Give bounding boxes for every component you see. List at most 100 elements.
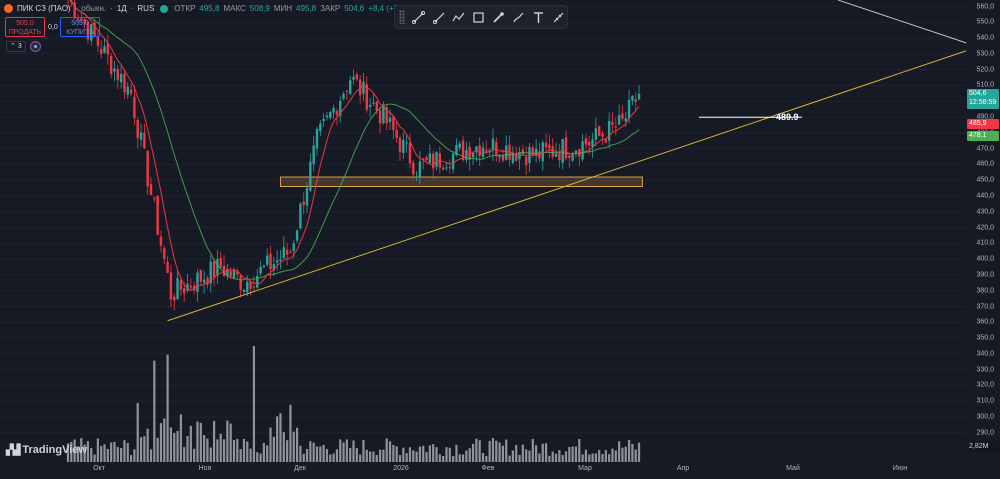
time-tick: Фев: [481, 465, 495, 472]
text-tool-icon[interactable]: [529, 8, 547, 27]
volume-bar: [525, 449, 528, 462]
ma-slow-price-tag: 478,1: [967, 130, 999, 141]
volume-bar: [139, 437, 143, 462]
price-axis[interactable]: 560,0550,0540,0530,0520,0510,0500,0490,0…: [966, 0, 1000, 462]
volume-bar: [382, 449, 385, 462]
volume-bar: [475, 438, 478, 462]
candle-body: [229, 271, 232, 277]
buy-button[interactable]: 505,0 КУПИТЬ: [60, 17, 100, 37]
symbol-name[interactable]: ПИК СЗ (ПАО): [17, 4, 71, 13]
candle-body: [325, 115, 329, 118]
volume-bar: [594, 453, 597, 462]
volume-bar: [385, 438, 388, 462]
candle-body: [441, 167, 445, 170]
candle-body: [395, 129, 398, 139]
volume-bar: [113, 441, 116, 462]
candle-body: [80, 18, 83, 21]
candle-body: [226, 268, 229, 277]
candle-body: [591, 139, 594, 147]
candle-body: [192, 285, 196, 291]
indicators-toggle-button[interactable]: ⌃ 3: [6, 41, 26, 52]
candle-body: [458, 143, 461, 148]
volume-bar: [242, 438, 246, 462]
candle-body: [564, 137, 568, 159]
candle-body: [242, 289, 246, 292]
volume-bar: [498, 442, 501, 462]
candle-body: [432, 153, 435, 169]
volume-bar: [156, 437, 159, 462]
volume-bar: [614, 450, 617, 462]
price-tick: 310,0: [976, 397, 994, 405]
ascending-trendline: [167, 50, 967, 322]
volume-bar: [159, 423, 163, 462]
candle-body: [408, 142, 412, 164]
low-label: МИН: [273, 4, 293, 13]
candle-body: [139, 132, 143, 140]
candle-body: [617, 114, 621, 125]
volume-bar: [123, 440, 126, 462]
volume-bar: [209, 447, 212, 462]
time-tick: Мар: [578, 465, 592, 472]
volume-bar: [126, 443, 129, 462]
candle-body: [159, 236, 163, 246]
candle-body: [548, 144, 551, 149]
drag-handle-icon[interactable]: [399, 10, 405, 24]
interval-label[interactable]: 1Д: [116, 4, 127, 13]
candle-body: [368, 104, 372, 108]
sell-button[interactable]: 505,0 ПРОДАТЬ: [5, 17, 45, 37]
volume-bar: [292, 431, 295, 462]
tradingview-logo-icon: ▞▟: [6, 444, 20, 456]
candle-body: [275, 260, 279, 263]
price-tick: 290,0: [976, 429, 994, 437]
tradingview-logo[interactable]: ▞▟ TradingView: [6, 444, 87, 456]
candle-body: [149, 184, 153, 196]
time-tick: 2026: [393, 465, 409, 472]
pen-tool-icon[interactable]: [489, 8, 507, 27]
volume-bar: [315, 446, 319, 462]
candle-body: [607, 120, 611, 141]
volume-bar: [461, 454, 465, 462]
volume-bar: [256, 452, 259, 462]
brush-tool-icon[interactable]: [509, 8, 527, 27]
drawing-toolbar: [394, 5, 568, 29]
volume-bar: [388, 441, 392, 462]
candle-body: [129, 89, 133, 94]
rectangle-tool-icon[interactable]: [469, 8, 487, 27]
volume-bar: [163, 418, 166, 462]
line-tool-icon[interactable]: [410, 8, 428, 27]
volume-bar: [259, 453, 262, 462]
time-axis[interactable]: Окт Ноя Дек 2026 Фев Мар Апр Май Июн: [0, 462, 966, 479]
price-tick: 410,0: [976, 239, 994, 247]
volume-bar: [246, 441, 249, 462]
volume-bar: [418, 446, 422, 462]
price-tick: 360,0: [976, 318, 994, 326]
volume-bar: [232, 440, 236, 462]
ruler-tool-icon[interactable]: [549, 8, 567, 27]
last-price-tag: 504,6 12:58:59: [967, 88, 999, 109]
candle-body: [109, 56, 113, 75]
ma-slow-line: [68, 0, 640, 281]
candle-body: [212, 261, 216, 278]
candle-body: [455, 144, 458, 156]
volume-bar: [581, 454, 584, 462]
volume-bar: [203, 435, 206, 462]
volume-bar: [468, 448, 471, 462]
price-tick: 430,0: [976, 208, 994, 216]
volume-bar: [455, 444, 458, 462]
volume-bar: [402, 447, 405, 462]
volume-bar: [86, 441, 90, 462]
ray-tool-icon[interactable]: [430, 8, 448, 27]
candle-body: [637, 93, 641, 100]
symbol-header: ПИК СЗ (ПАО) · обыкн. · 1Д · RUS ОТКР 495…: [4, 4, 419, 13]
candle-body: [382, 104, 385, 124]
volume-bar: [286, 440, 289, 462]
volume-bar: [544, 443, 548, 462]
price-tick: 510,0: [976, 81, 994, 89]
volume-bar: [624, 446, 627, 462]
volume-bar: [129, 455, 133, 462]
indicator-settings-icon[interactable]: [29, 41, 41, 52]
volume-bar: [568, 447, 571, 462]
candle-body: [262, 265, 266, 268]
path-tool-icon[interactable]: [450, 8, 468, 27]
